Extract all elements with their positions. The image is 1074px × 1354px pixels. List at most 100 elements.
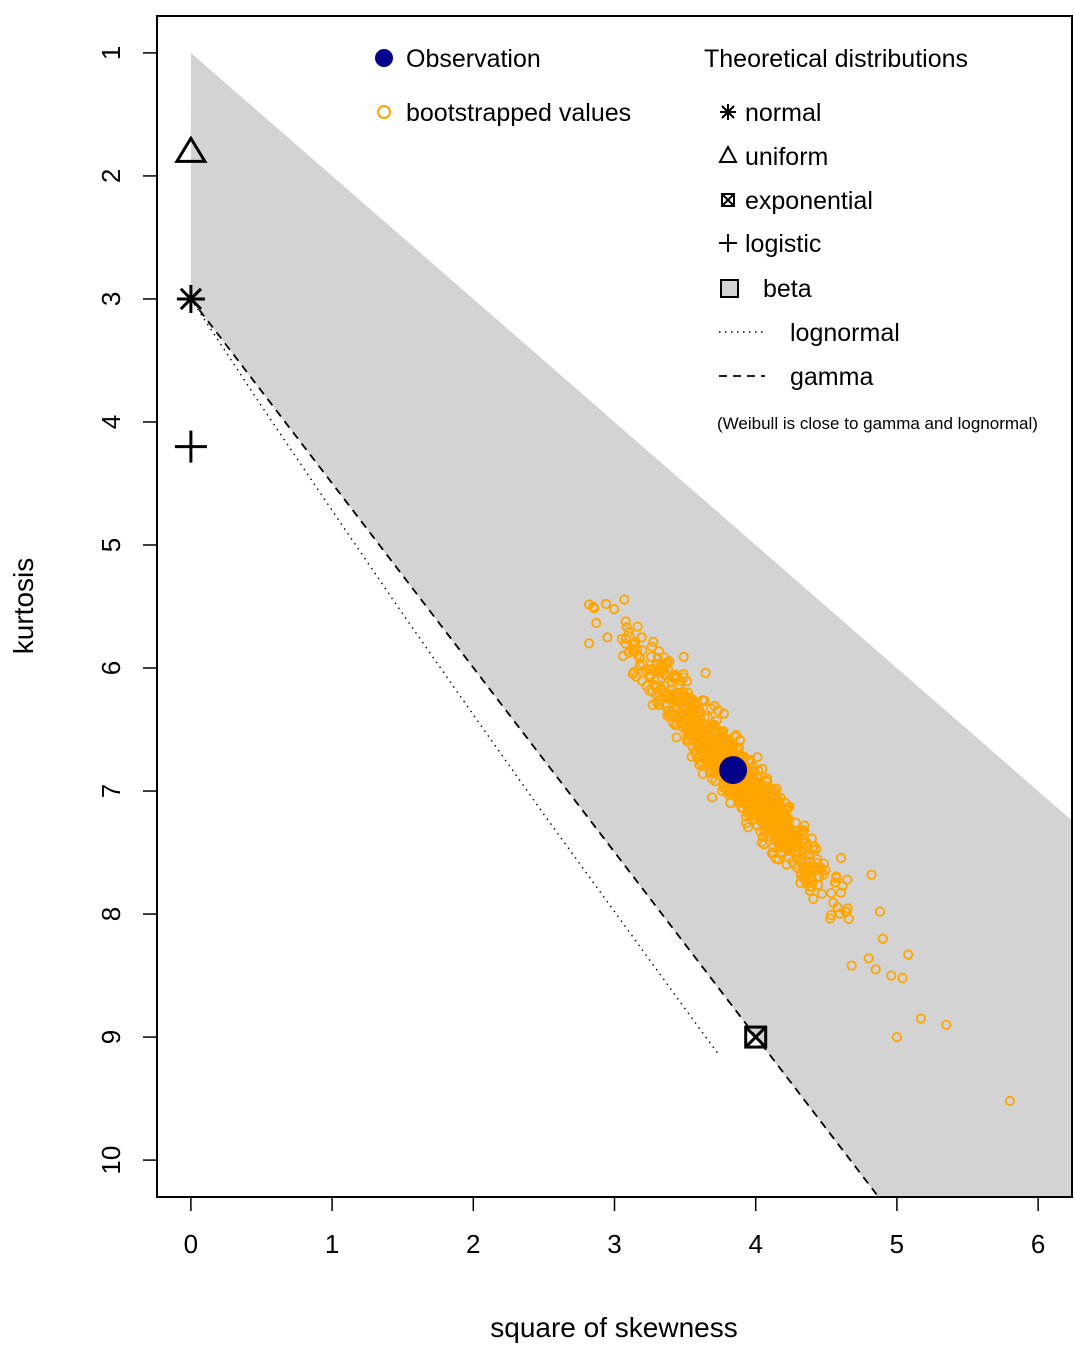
beta-region xyxy=(190,52,1072,1197)
bootstrap-point xyxy=(757,763,768,775)
bootstrap-point xyxy=(773,854,784,865)
uniform-marker xyxy=(174,135,208,163)
bootstrap-point xyxy=(697,694,708,706)
bootstrap-point xyxy=(691,721,702,733)
bootstrap-point xyxy=(816,888,828,899)
bootstrap-point xyxy=(675,707,686,719)
bootstrap-point xyxy=(647,699,658,711)
bootstrap-point xyxy=(744,757,755,768)
legend-observation-marker xyxy=(375,49,393,67)
y-axis: 1 2 3 4 5 6 7 8 9 10 xyxy=(96,46,158,1175)
bootstrap-point xyxy=(841,906,852,917)
observation-point xyxy=(719,756,748,785)
y-tick-label: 6 xyxy=(96,661,126,675)
bootstrap-point xyxy=(870,964,881,975)
exponential-marker xyxy=(744,1025,768,1049)
legend-observation-label: Observation xyxy=(406,45,541,73)
bootstrap-point xyxy=(874,906,886,917)
bootstrap-point xyxy=(820,864,831,876)
bootstrap-point xyxy=(808,841,820,852)
legend-exponential-label: exponential xyxy=(745,187,873,215)
bootstrap-point xyxy=(684,729,695,740)
bootstrap-point xyxy=(608,603,620,615)
y-tick-label: 1 xyxy=(96,46,126,60)
bootstrap-point xyxy=(877,933,888,944)
bootstrap-point xyxy=(717,728,728,739)
legend-title: Theoretical distributions xyxy=(704,45,968,73)
bootstrap-point xyxy=(634,660,646,671)
legend-normal-label: normal xyxy=(745,99,821,127)
bootstrap-point xyxy=(733,795,744,807)
bootstrap-point xyxy=(734,735,746,746)
bootstrap-point xyxy=(863,953,874,964)
bootstrap-point xyxy=(627,668,639,680)
bootstrap-point xyxy=(681,676,693,687)
x-tick-label: 5 xyxy=(890,1229,904,1259)
legend-left: Observation bootstrapped values xyxy=(375,45,631,127)
bootstrap-point xyxy=(762,818,774,829)
bootstrap-point xyxy=(688,707,699,719)
bootstrap-point xyxy=(584,599,595,610)
bootstrap-point xyxy=(752,752,763,763)
bootstrap-point xyxy=(660,700,671,712)
bootstrap-point xyxy=(620,616,631,627)
bootstrap-point xyxy=(754,790,766,801)
x-axis-title: square of skewness xyxy=(490,1312,737,1343)
bootstrap-point xyxy=(762,776,773,788)
bootstrap-point xyxy=(826,887,837,899)
bootstrap-point xyxy=(701,747,713,758)
bootstrap-point xyxy=(1004,1095,1016,1107)
bootstrap-point xyxy=(755,826,766,837)
bootstrap-point xyxy=(662,664,674,675)
bootstrap-point xyxy=(678,651,689,663)
bootstrap-point xyxy=(764,782,775,794)
y-tick-label: 10 xyxy=(96,1146,126,1175)
legend-normal-marker xyxy=(720,104,736,120)
bootstrap-point xyxy=(842,874,853,885)
bootstrap-point xyxy=(648,636,659,647)
bootstrap-point xyxy=(789,859,800,870)
bootstrap-point xyxy=(795,868,807,879)
bootstrap-point xyxy=(830,871,842,882)
bootstrap-point xyxy=(799,820,810,831)
bootstrap-point xyxy=(773,797,784,808)
bootstrap-point xyxy=(686,751,697,762)
bootstrap-point xyxy=(700,667,711,679)
bootstrap-point xyxy=(729,740,740,751)
bootstrap-point xyxy=(778,807,789,819)
bootstrap-point xyxy=(810,863,822,874)
bootstrap-point xyxy=(903,949,914,960)
bootstrap-point xyxy=(808,893,819,904)
bootstrap-point xyxy=(866,869,877,880)
bootstrap-point xyxy=(834,908,846,919)
bootstrap-point xyxy=(652,652,664,664)
bootstrap-point xyxy=(678,722,689,734)
legend-uniform-marker xyxy=(718,144,738,163)
bootstrap-point xyxy=(717,732,728,743)
bootstrap-point xyxy=(636,675,648,686)
bootstrap-point xyxy=(687,702,698,713)
bootstrap-point xyxy=(627,646,639,657)
bootstrap-point xyxy=(668,717,679,729)
bootstrap-point xyxy=(756,837,767,848)
x-tick-label: 6 xyxy=(1031,1229,1045,1259)
bootstrap-point xyxy=(602,632,613,643)
x-tick-label: 2 xyxy=(466,1229,480,1259)
bootstrap-point xyxy=(886,970,897,981)
legend-uniform-label: uniform xyxy=(745,143,828,171)
bootstrap-point xyxy=(779,797,791,808)
bootstrap-point xyxy=(651,659,662,670)
bootstrap-point xyxy=(651,682,662,693)
y-tick-label: 2 xyxy=(96,169,126,183)
legend-logistic-marker xyxy=(719,234,737,252)
y-tick-label: 4 xyxy=(96,415,126,429)
bootstrap-point xyxy=(687,740,698,752)
bootstrap-point xyxy=(619,594,630,605)
bootstrap-point xyxy=(774,798,785,809)
x-tick-label: 0 xyxy=(184,1229,198,1259)
bootstrap-point xyxy=(755,813,767,825)
bootstrap-point xyxy=(757,808,768,819)
bootstrap-point xyxy=(776,849,787,860)
bootstrap-point xyxy=(678,691,689,702)
